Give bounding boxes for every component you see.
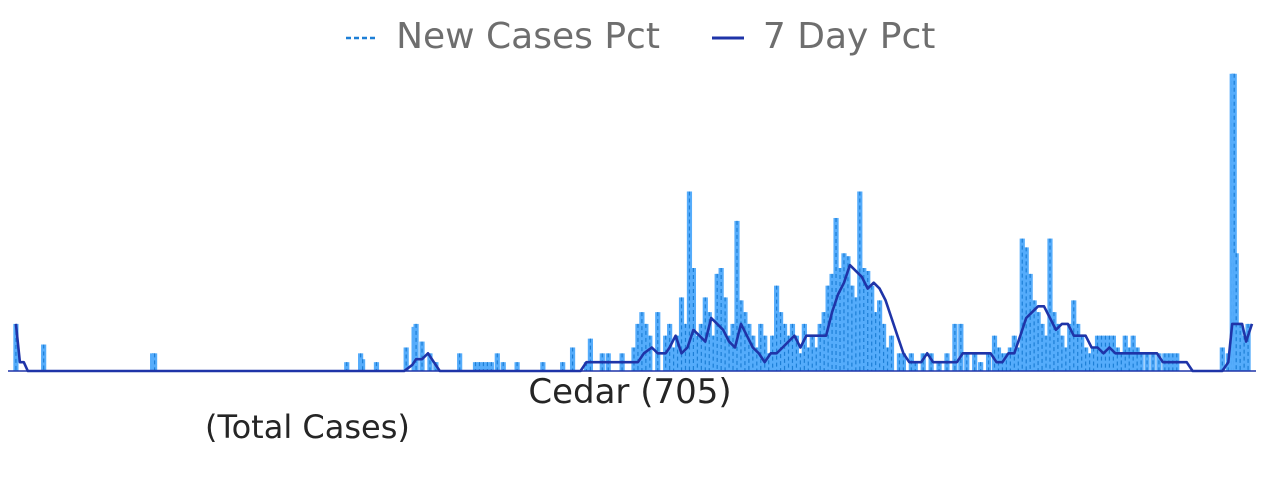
bar-115 [1015,347,1021,371]
bar-132 [1083,347,1089,371]
bar-15 [472,362,479,371]
bar-23 [540,362,546,371]
bar-118 [1027,273,1033,371]
bar-143 [1126,347,1132,371]
bar-series-new-cases [13,73,1251,372]
bar-107 [978,362,984,371]
legend-item-new-cases[interactable]: New Cases Pct [345,16,660,57]
bar-55 [734,220,740,371]
bar-110 [995,347,1002,371]
bar-21 [500,362,506,371]
solid-line-icon [712,36,745,39]
dashed-line-icon [345,36,378,39]
line-series-7-day-pct [14,263,1254,373]
bar-16 [476,362,483,371]
bar-73 [805,347,811,371]
bar-25 [569,347,576,371]
bar-98 [912,362,918,371]
bar-8 [403,347,409,371]
bar-60 [754,347,760,371]
bar-80 [833,217,839,371]
bar-86 [857,191,863,371]
bar-134 [1090,347,1097,371]
bar-7 [373,362,380,371]
bar-1 [41,344,47,371]
bar-17 [480,362,487,371]
bar-113 [1007,347,1013,371]
bar-18 [484,362,490,371]
bar-79 [829,273,835,371]
bar-24 [560,362,566,371]
bar-145 [1134,347,1140,371]
bar-43 [686,191,693,371]
bar-93 [884,347,891,371]
bar-117 [1023,247,1029,371]
bar-31 [631,347,637,371]
bar-19 [488,362,494,371]
bar-101 [936,362,942,371]
bar-6 [359,359,366,371]
x-axis-label: Cedar (705) [528,372,732,412]
bar-39 [671,347,677,371]
bar-75 [813,347,819,371]
legend-item-7-day[interactable]: 7 Day Pct [711,16,935,57]
bar-154 [1219,347,1225,371]
bar-22 [514,362,520,371]
bar-26 [583,362,590,371]
bar-4 [344,362,350,371]
bar-140 [1114,347,1120,371]
legend-label-7-day: 7 Day Pct [762,15,936,57]
legend-label-new-cases: New Cases Pct [396,15,660,57]
chart-legend: New Cases Pct 7 Day Pct [0,14,1280,57]
x-axis-sublabel: (Total Cases) [205,408,410,446]
bar-127 [1063,347,1069,371]
